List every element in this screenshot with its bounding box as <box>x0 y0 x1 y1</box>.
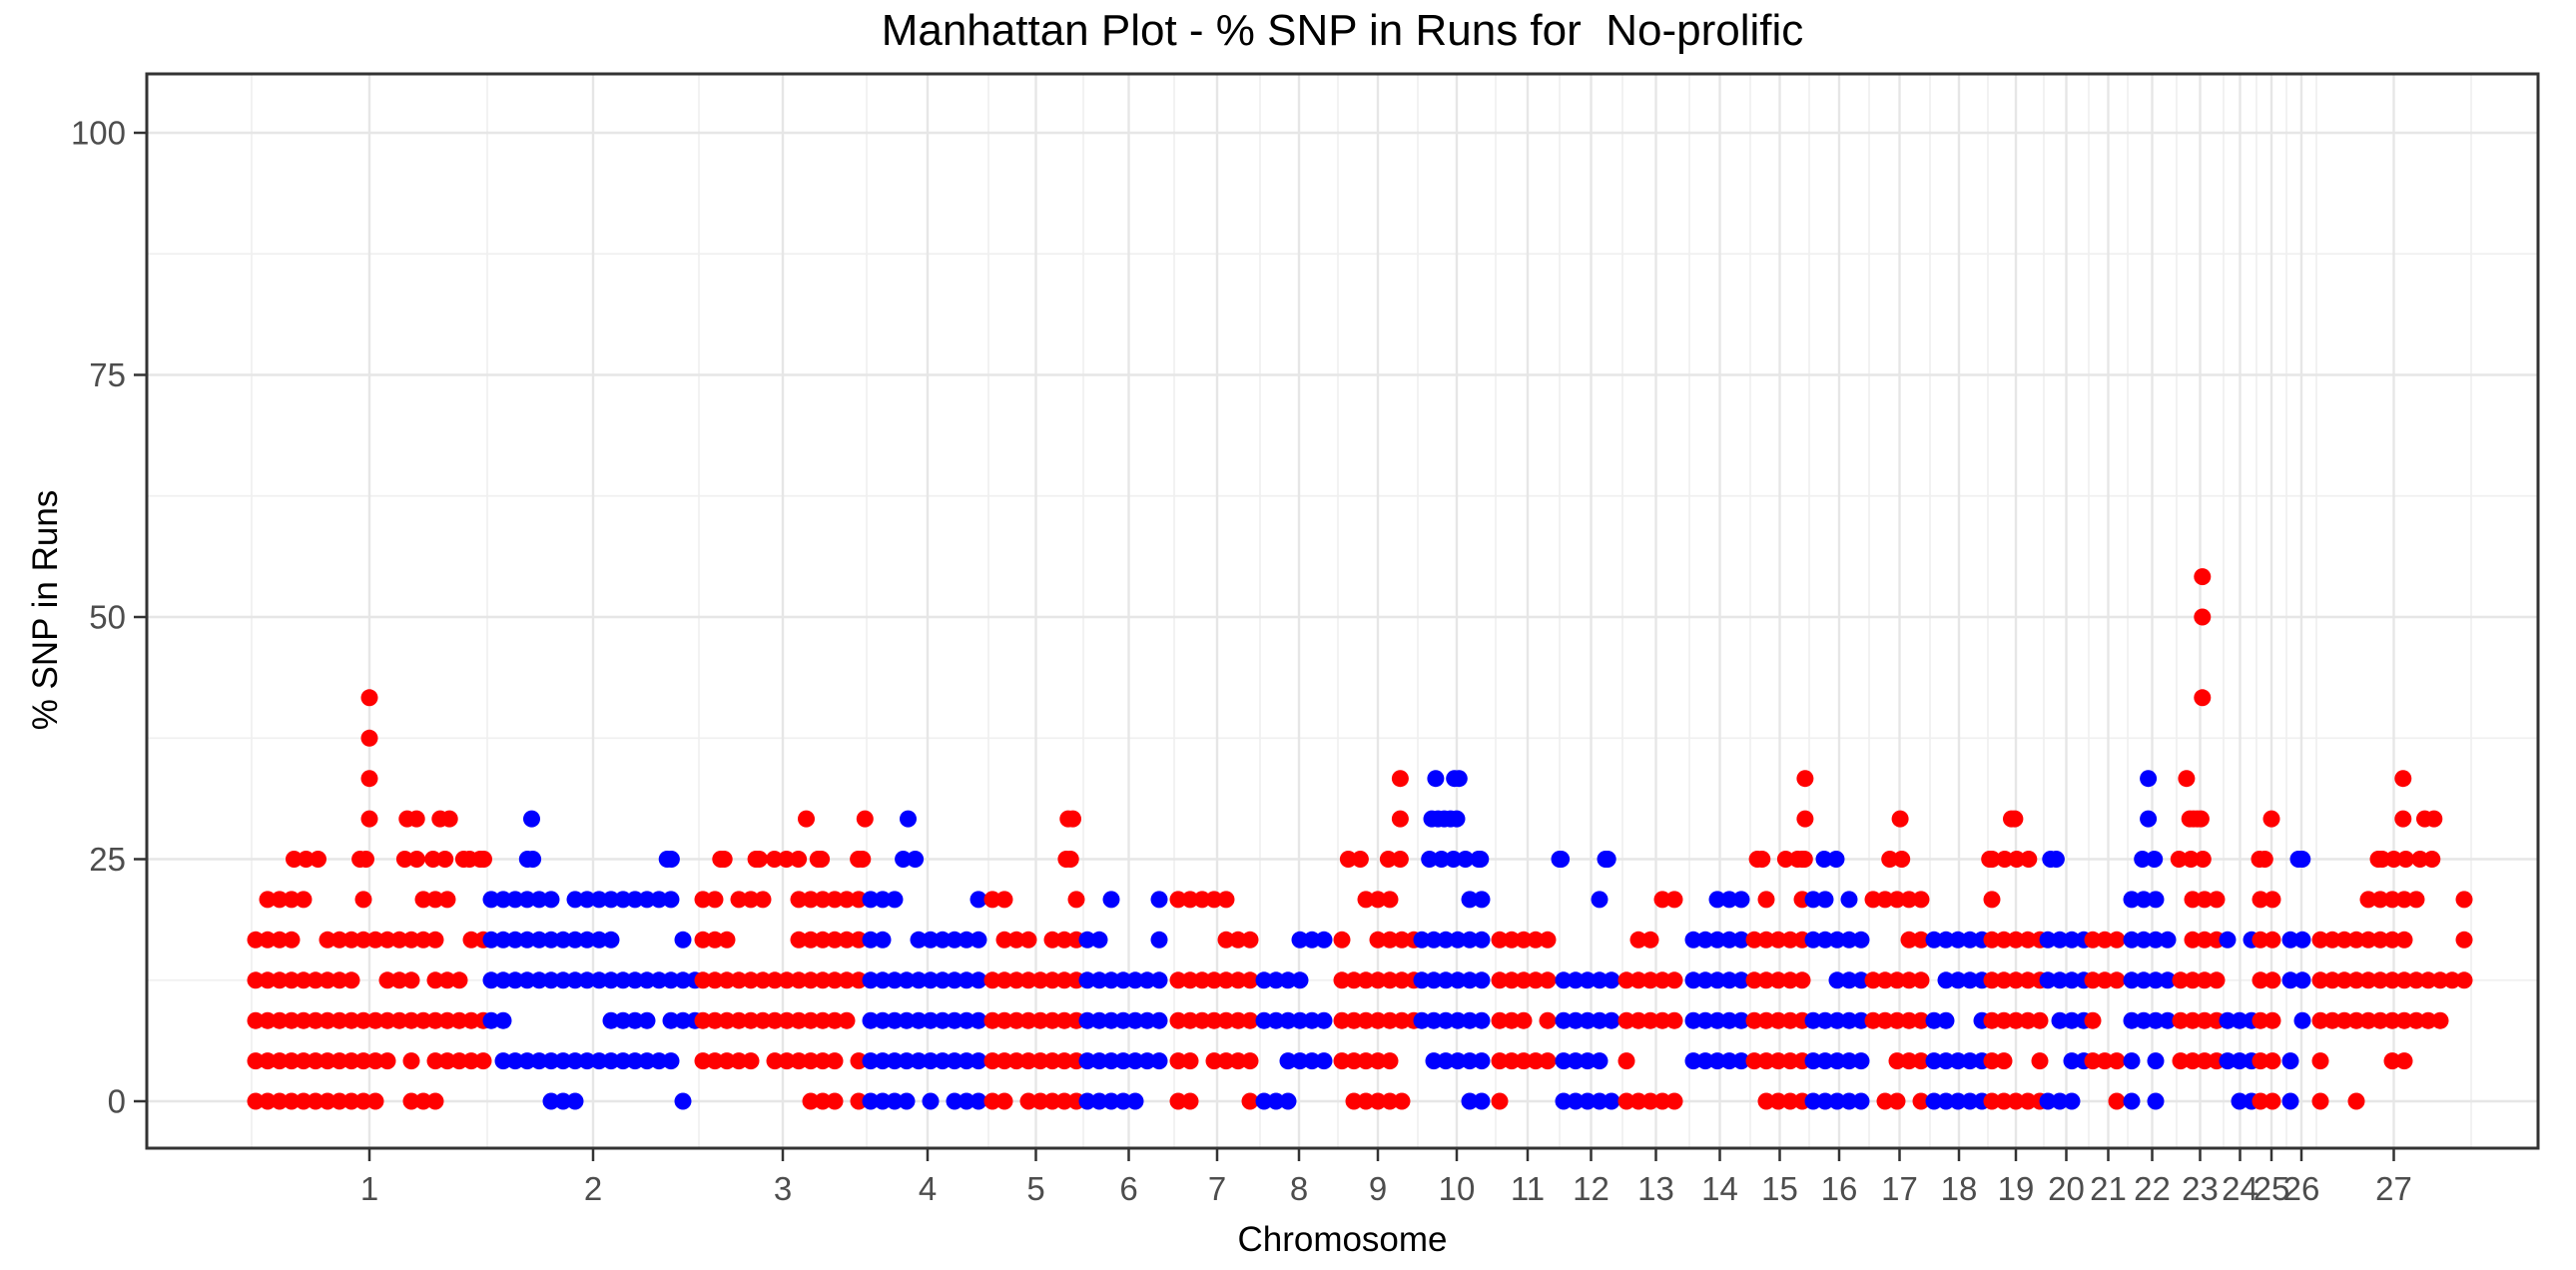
plot-title: Manhattan Plot - % SNP in Runs for No-pr… <box>881 6 1804 55</box>
chr-21-points <box>2084 931 2126 1110</box>
x-tick-label-9: 9 <box>1369 1170 1387 1207</box>
chr-12-points <box>1551 851 1620 1110</box>
x-tick-label-5: 5 <box>1026 1170 1044 1207</box>
chr-13-points <box>1617 891 1683 1110</box>
x-tick-label-22: 22 <box>2134 1170 2171 1207</box>
y-tick-label-75: 75 <box>89 356 126 393</box>
panel-border <box>145 72 2540 1150</box>
chr-27-points <box>2311 770 2473 1110</box>
x-tick-label-16: 16 <box>1821 1170 1858 1207</box>
chr-11-points <box>1491 931 1557 1110</box>
chr-6-points <box>1078 891 1168 1110</box>
x-tick-label-26: 26 <box>2283 1170 2320 1207</box>
x-tick-label-18: 18 <box>1941 1170 1978 1207</box>
chr-7-points <box>1169 891 1259 1110</box>
chr-20-points <box>2039 851 2093 1110</box>
chr-19-points <box>1981 810 2049 1110</box>
y-tick-label-0: 0 <box>108 1083 126 1120</box>
x-tick-label-2: 2 <box>584 1170 602 1207</box>
x-tick-label-15: 15 <box>1761 1170 1798 1207</box>
x-tick-label-10: 10 <box>1439 1170 1476 1207</box>
chr-22-points <box>2123 770 2177 1110</box>
y-tick-label-50: 50 <box>89 599 126 636</box>
x-tick-label-8: 8 <box>1290 1170 1308 1207</box>
x-tick-label-7: 7 <box>1208 1170 1226 1207</box>
x-tick-label-19: 19 <box>1998 1170 2035 1207</box>
chr-16-points <box>1804 851 1870 1110</box>
x-axis-ticks <box>367 1148 2395 1161</box>
chr-14-points <box>1684 891 1750 1070</box>
x-tick-label-20: 20 <box>2048 1170 2085 1207</box>
x-tick-label-12: 12 <box>1573 1170 1610 1207</box>
chr-1-points <box>247 689 492 1110</box>
chr-23-points <box>2170 568 2226 1070</box>
chr-5-points <box>983 810 1085 1110</box>
chr-25-points <box>2251 810 2281 1110</box>
data-points <box>247 568 2473 1110</box>
x-tick-label-24: 24 <box>2222 1170 2258 1207</box>
x-tick-label-14: 14 <box>1701 1170 1738 1207</box>
x-tick-label-25: 25 <box>2254 1170 2290 1207</box>
y-tick-label-100: 100 <box>71 115 126 152</box>
y-tick-label-25: 25 <box>89 841 126 878</box>
chr-8-points <box>1255 931 1333 1110</box>
x-tick-label-6: 6 <box>1119 1170 1137 1207</box>
chr-3-points <box>694 810 874 1110</box>
x-tick-label-4: 4 <box>919 1170 937 1207</box>
chr-17-points <box>1864 810 1930 1110</box>
chr-26-points <box>2281 851 2311 1110</box>
x-axis-tick-labels: 1 2 3 4 5 6 7 8 9 10 11 12 13 14 15 16 17 18 19 20 21 22 23 242… <box>360 1170 2412 1207</box>
x-tick-label-27: 27 <box>2375 1170 2412 1207</box>
x-tick-label-23: 23 <box>2182 1170 2219 1207</box>
x-tick-label-17: 17 <box>1881 1170 1918 1207</box>
x-tick-label-21: 21 <box>2090 1170 2127 1207</box>
chr-4-points <box>862 810 987 1110</box>
x-axis-title: Chromosome <box>1237 1220 1448 1259</box>
chr-10-points <box>1413 770 1491 1110</box>
y-axis-ticks <box>134 131 147 1103</box>
y-axis-title: % SNP in Runs <box>26 489 65 731</box>
x-tick-label-13: 13 <box>1637 1170 1674 1207</box>
y-axis-tick-labels: 0 25 50 75 100 <box>71 115 126 1120</box>
chr-2-points <box>482 810 704 1110</box>
x-tick-label-11: 11 <box>1511 1170 1545 1207</box>
x-tick-label-1: 1 <box>360 1170 378 1207</box>
x-tick-label-3: 3 <box>774 1170 792 1207</box>
